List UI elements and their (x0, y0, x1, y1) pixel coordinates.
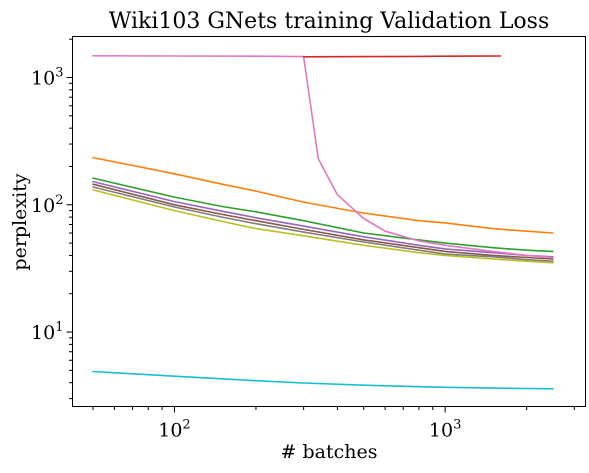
y-tick-label: 102 (31, 193, 63, 217)
y-axis: 101 102 103 (31, 38, 73, 400)
series-line-2 (92, 177, 554, 253)
x-tick-label: 102 (158, 418, 190, 442)
series-line-6 (92, 186, 554, 263)
chart-title: Wiki103 GNets training Validation Loss (109, 9, 550, 34)
series-line-3 (92, 180, 554, 258)
series-line-7 (92, 189, 554, 264)
x-axis: 102 103 (92, 406, 575, 442)
series-line-5 (92, 54, 554, 259)
y-tick-label: 101 (31, 320, 63, 344)
y-axis-label: perplexity (9, 173, 31, 270)
series-line-4 (92, 183, 554, 260)
y-tick-label: 103 (31, 66, 63, 90)
series-line-9 (92, 370, 554, 390)
series-line-8 (302, 55, 502, 58)
plot-frame (72, 36, 586, 407)
series-layer (92, 54, 554, 390)
x-tick-label: 103 (429, 418, 461, 442)
x-axis-label: # batches (281, 441, 378, 463)
series-line-1 (92, 156, 554, 234)
